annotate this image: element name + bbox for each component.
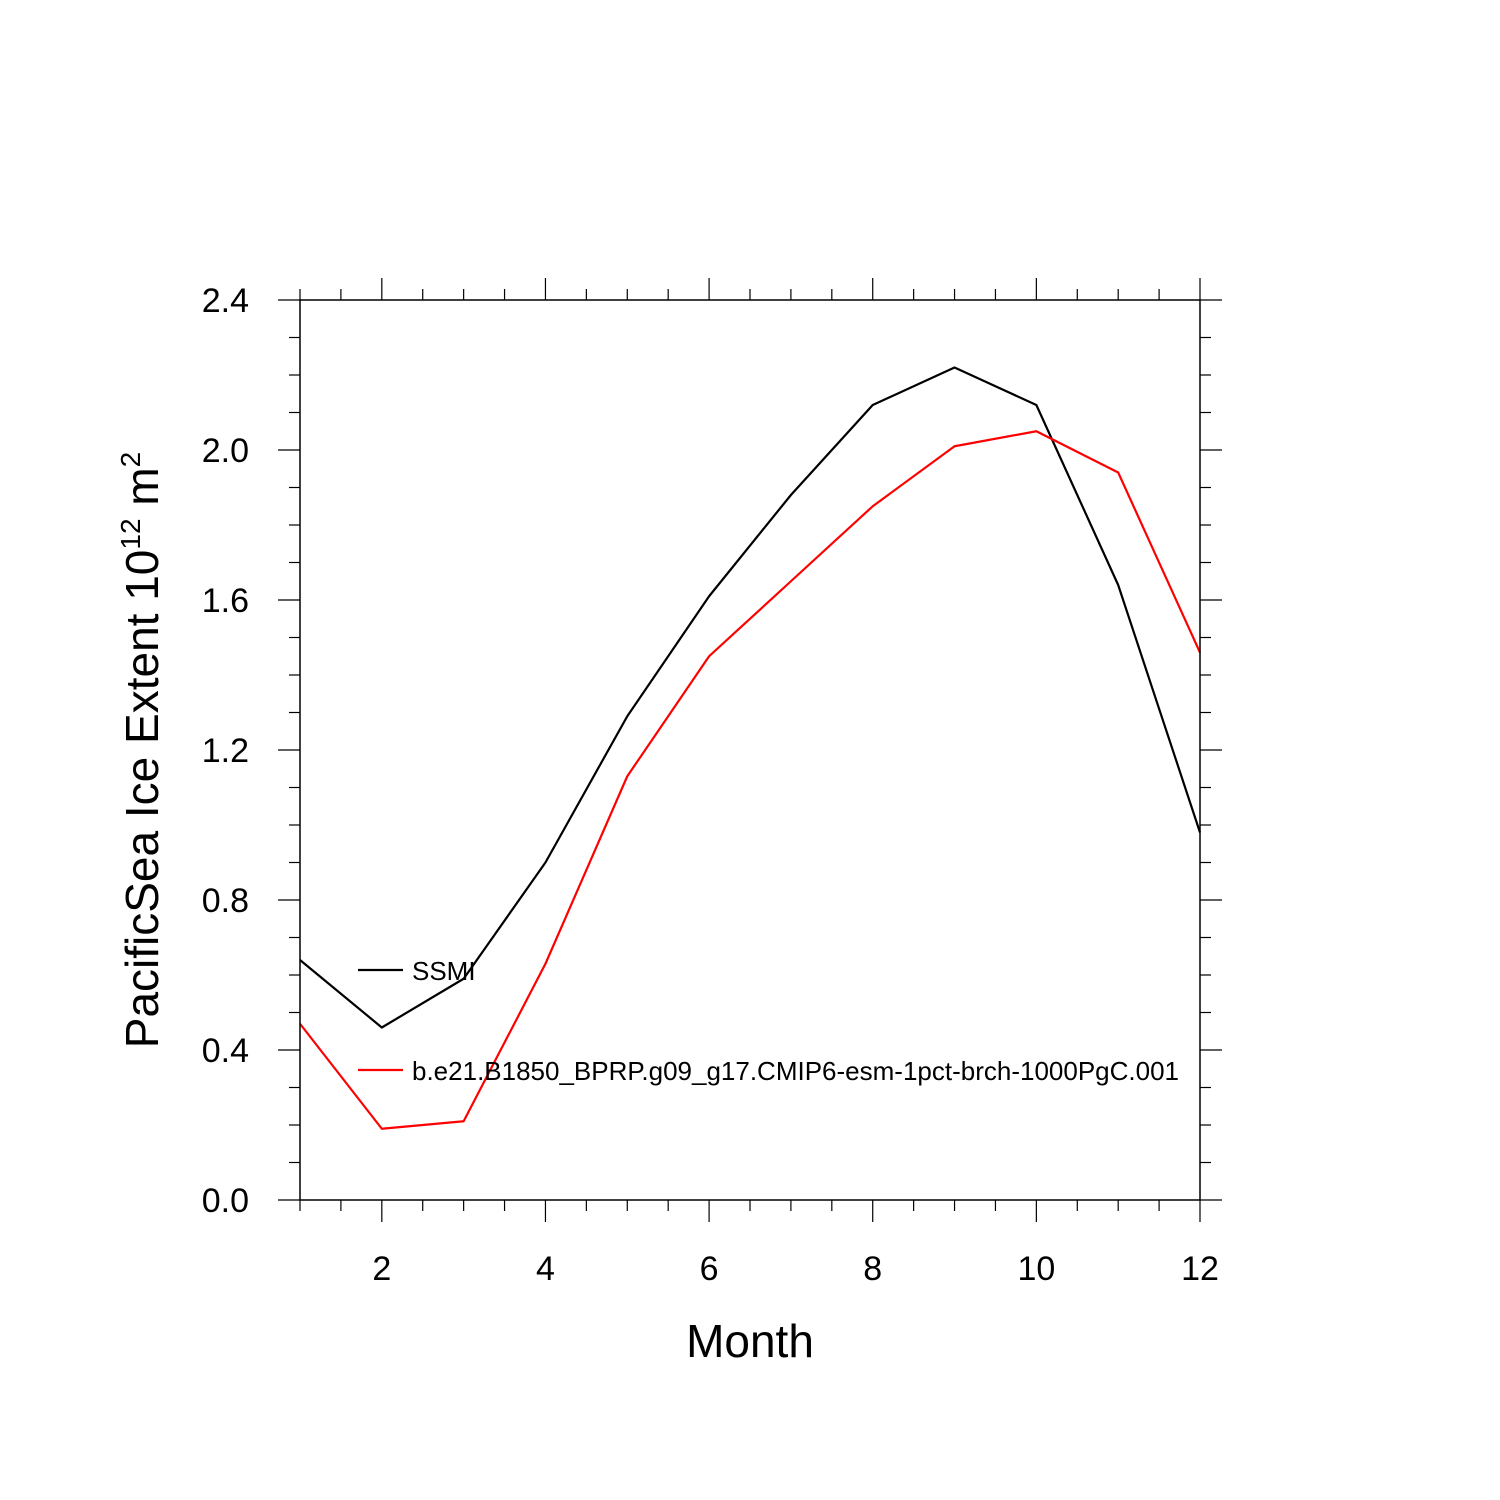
- series-line-model: [299, 430, 1202, 1130]
- y-tick-label: 2.0: [202, 432, 249, 470]
- plot-frame: [299, 299, 1201, 1201]
- y-tick-label: 0.4: [202, 1032, 249, 1070]
- series-lines: [299, 366, 1202, 1130]
- x-tick-label: 4: [536, 1250, 555, 1288]
- series-line-ssmi: [299, 366, 1202, 1029]
- y-tick-labels: 0.0 0.4 0.8 1.2 1.6 2.0 2.4: [202, 282, 249, 1220]
- legend: SSMI b.e21.B1850_BPRP.g09_g17.CMIP6-esm-1…: [358, 956, 1179, 1086]
- y-tick-label: 0.0: [202, 1182, 249, 1220]
- y-axis-title: PacificSea Ice Extent 1012 m2: [115, 452, 168, 1048]
- y-tick-label: 0.8: [202, 882, 249, 920]
- y-axis-title-main: PacificSea Ice Extent 10: [116, 550, 168, 1049]
- y-tick-label: 1.2: [202, 732, 249, 770]
- x-tick-label: 6: [700, 1250, 719, 1288]
- y-axis-title-unit-exponent: 2: [115, 452, 146, 468]
- y-axis-title-unit: m: [116, 467, 168, 518]
- x-tick-label: 2: [372, 1250, 391, 1288]
- y-tick-label: 1.6: [202, 582, 249, 620]
- y-tick-label: 2.4: [202, 282, 249, 320]
- x-tick-label: 10: [1017, 1250, 1055, 1288]
- x-tick-labels: 2 4 6 8 10 12: [372, 1250, 1219, 1288]
- axis-ticks: [278, 278, 1222, 1222]
- x-tick-label: 12: [1181, 1250, 1219, 1288]
- x-tick-label: 8: [863, 1250, 882, 1288]
- legend-label: b.e21.B1850_BPRP.g09_g17.CMIP6-esm-1pct-…: [412, 1056, 1179, 1086]
- y-axis-title-exponent: 12: [115, 518, 146, 549]
- x-axis-title: Month: [686, 1315, 814, 1367]
- legend-label: SSMI: [412, 956, 476, 986]
